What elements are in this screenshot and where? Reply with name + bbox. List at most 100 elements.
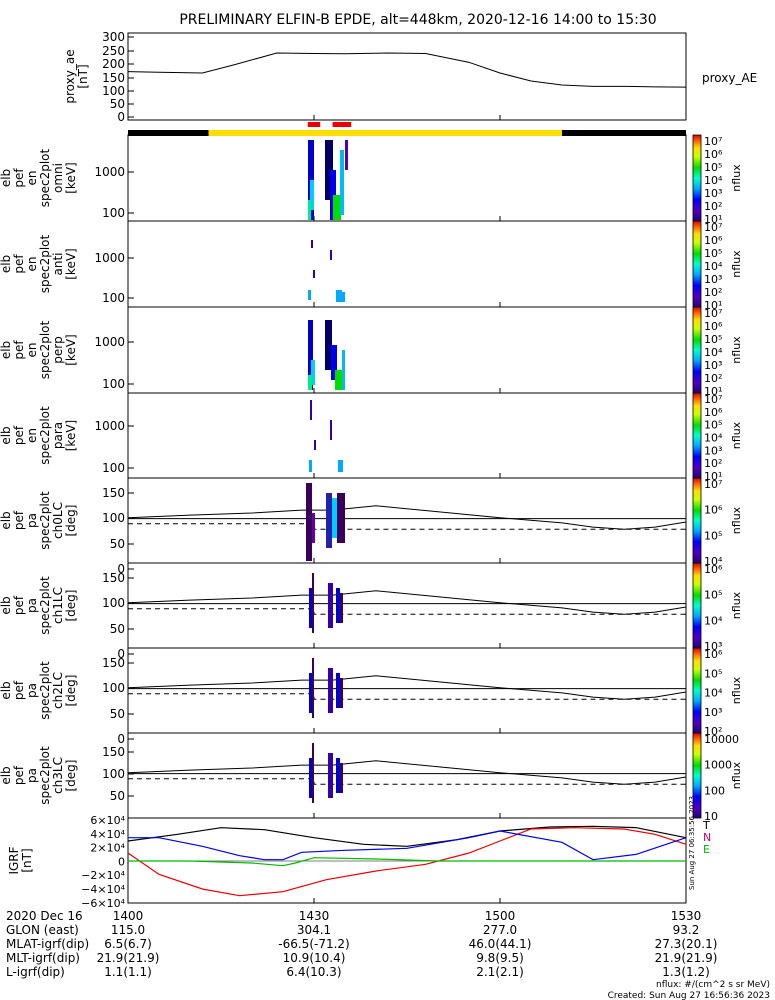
spectrogram-cell-2-1 xyxy=(313,270,315,278)
colorbar-tick-1-2: 10⁵ xyxy=(704,247,722,260)
pa-spectrogram-cell-2-3 xyxy=(336,673,340,708)
footer-cell-2-2: -66.5(-71.2) xyxy=(278,937,349,951)
colorbar-tick-7-1: 1000 xyxy=(704,759,732,772)
colorbar-tick-2-3: 10⁴ xyxy=(704,346,723,359)
pa-spectrogram-cell-2-2 xyxy=(328,668,333,713)
ylabel-ch0LC-5: [deg] xyxy=(64,505,78,537)
ytick-label-proxy_ae-2: 200 xyxy=(102,57,125,71)
colorbar-tick-3-4: 10³ xyxy=(704,444,722,457)
colorbar-unit-3: nflux xyxy=(730,421,743,449)
colorbar-tick-3-0: 10⁷ xyxy=(704,393,722,406)
ylabel-ch2LC-2: pa xyxy=(25,683,39,698)
colorbar-tick-2-2: 10⁵ xyxy=(704,333,722,346)
footer-cell-0-2: 1430 xyxy=(299,909,330,923)
panel-frame-perp xyxy=(127,306,687,394)
ytick-label-proxy_ae-6: 0 xyxy=(117,110,125,124)
ylabel-ch1LC-0: elb xyxy=(0,596,13,614)
ylabel-ch3LC-5: [deg] xyxy=(64,760,78,792)
colorbar-tick-3-3: 10⁴ xyxy=(704,432,723,445)
pa-spectrogram-cell-2-0 xyxy=(309,673,312,713)
igrf-legend-1: N xyxy=(703,831,711,844)
ytick-label-proxy_ae-0: 300 xyxy=(102,30,125,44)
ylabel-proxy_ae-1: [nT] xyxy=(76,64,90,88)
ytick-label-perp-0: 1000 xyxy=(94,335,125,349)
spectrogram-cell-3-3 xyxy=(325,320,332,370)
ytick-label-ch2LC-1: 100 xyxy=(102,681,125,695)
ytick-label-igrf-3: 0 xyxy=(118,855,125,868)
ylabel-omni-1: pef xyxy=(12,168,26,188)
ylabel-ch0LC-3: spec2plot xyxy=(38,491,52,550)
ytick-label-igrf-5: −4×10⁴ xyxy=(81,883,125,896)
colorbar-tick-2-6: 10¹ xyxy=(704,385,722,398)
ytick-label-omni-0: 1000 xyxy=(94,165,125,179)
ylabel-para-3: spec2plot xyxy=(38,406,52,465)
spectrogram-cell-4-2 xyxy=(309,460,312,472)
colorbar-tick-4-0: 10⁷ xyxy=(704,478,722,491)
ylabel-ch2LC-0: elb xyxy=(0,681,13,699)
ytick-label-ch0LC-0: 150 xyxy=(102,486,125,500)
footer-cell-0-4: 1530 xyxy=(671,909,702,923)
spectrogram-cell-4-0 xyxy=(310,400,312,420)
colorbar-tick-6-0: 10⁶ xyxy=(704,648,723,661)
ylabel-perp-3: spec2plot xyxy=(38,320,52,379)
ylabel-ch0LC-2: pa xyxy=(25,513,39,528)
dashed-loss-cone-line-2 xyxy=(128,693,686,700)
colorbar-tick-3-6: 10¹ xyxy=(704,470,722,483)
colorbar-tick-4-1: 10⁶ xyxy=(704,504,723,517)
ytick-label-ch1LC-0: 150 xyxy=(102,571,125,585)
spectrogram-cell-3-2 xyxy=(308,375,312,390)
ylabel-igrf-0: IGRF xyxy=(7,846,21,874)
footer-cell-3-2: 10.9(10.4) xyxy=(283,951,346,965)
colorbar-unit-6: nflux xyxy=(730,676,743,704)
igrf-line-e-green xyxy=(128,857,686,867)
ylabel-para-0: elb xyxy=(0,426,13,444)
ylabel-ch2LC-5: [deg] xyxy=(64,675,78,707)
spectrogram-cell-2-2 xyxy=(308,290,311,300)
science-zone-bar-0 xyxy=(128,130,209,136)
spectrogram-cell-2-3 xyxy=(330,250,332,260)
panel-frame-proxy_ae xyxy=(127,32,687,121)
colorbar-tick-0-3: 10⁴ xyxy=(704,174,723,187)
ytick-label-igrf-1: 4×10⁴ xyxy=(90,828,125,841)
ylabel-ch2LC-3: spec2plot xyxy=(38,661,52,720)
spectrogram-cell-4-1 xyxy=(314,440,316,450)
igrf-legend-0: T xyxy=(702,819,710,832)
ylabel-ch2LC-1: pef xyxy=(12,680,26,700)
ytick-label-anti-0: 1000 xyxy=(94,251,125,265)
igrf-legend-2: E xyxy=(703,843,710,856)
ylabel-ch0LC-0: elb xyxy=(0,511,13,529)
spectrogram-cell-3-6 xyxy=(342,350,345,390)
ytick-label-ch0LC-2: 50 xyxy=(110,537,125,551)
chart-title: PRELIMINARY ELFIN-B EPDE, alt=448km, 202… xyxy=(179,12,656,28)
pa-spectrogram-cell-0-2 xyxy=(332,498,338,538)
ylabel-ch1LC-1: pef xyxy=(12,595,26,615)
footer-cell-1-3: 277.0 xyxy=(483,923,517,937)
colorbar-tick-2-0: 10⁷ xyxy=(704,307,722,320)
ylabel-ch2LC-4: ch2LC xyxy=(51,672,65,709)
ytick-label-ch1LC-1: 100 xyxy=(102,596,125,610)
proxy-ae-line xyxy=(127,52,687,88)
ylabel-perp-0: elb xyxy=(0,341,13,359)
created-timestamp: Created: Sun Aug 27 16:56:36 2023 xyxy=(608,991,770,1000)
ytick-label-ch0LC-3: 0 xyxy=(117,562,125,576)
ylabel-omni-4: omni xyxy=(51,163,65,193)
footer-row-label-2: MLAT-igrf(dip) xyxy=(6,937,89,951)
ylabel-perp-2: en xyxy=(25,343,39,358)
igrf-line-e xyxy=(128,830,687,861)
ylabel-anti-3: spec2plot xyxy=(38,234,52,293)
colorbar-tick-3-2: 10⁵ xyxy=(704,419,722,432)
colorbar-tick-2-1: 10⁶ xyxy=(704,320,723,333)
science-zone-bar-1 xyxy=(208,130,562,136)
ylabel-ch1LC-2: pa xyxy=(25,598,39,613)
ylabel-omni-5: [keV] xyxy=(64,162,78,193)
colorbar-tick-6-3: 10³ xyxy=(704,706,722,719)
footer-cell-2-1: 6.5(6.7) xyxy=(104,937,152,951)
colorbar-tick-0-5: 10² xyxy=(704,200,722,213)
ylabel-omni-2: en xyxy=(25,171,39,186)
ylabel-ch3LC-0: elb xyxy=(0,766,13,784)
ylabel-ch3LC-2: pa xyxy=(25,768,39,783)
side-timestamp: Sun Aug 27 06:35:56 2023 xyxy=(688,796,696,890)
dashed-loss-cone-line-1 xyxy=(128,608,686,615)
colorbar-tick-1-4: 10³ xyxy=(704,273,722,286)
ytick-label-omni-1: 100 xyxy=(102,206,125,220)
